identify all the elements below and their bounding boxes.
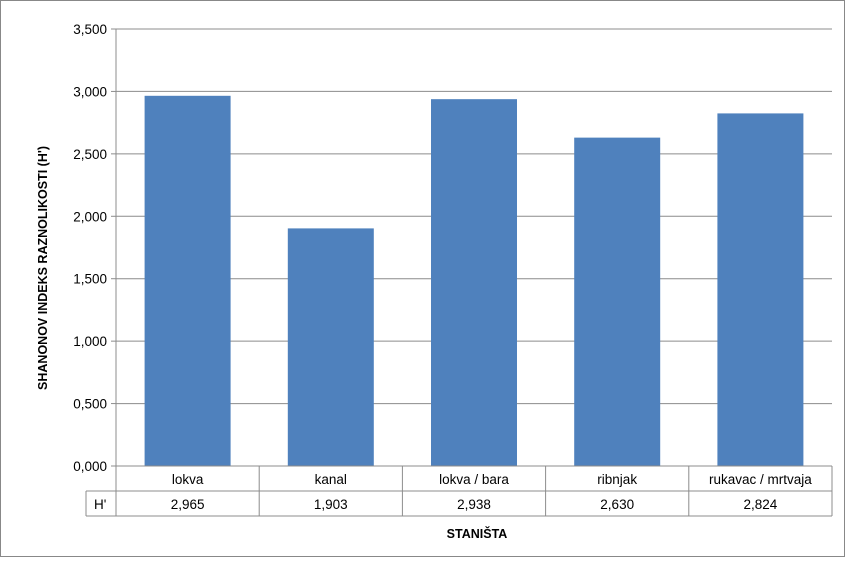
category-label: lokva	[172, 472, 204, 487]
y-tick-label: 1,500	[73, 272, 107, 287]
category-label: lokva / bara	[439, 472, 509, 487]
data-value-label: 2,965	[171, 497, 205, 512]
bar	[287, 228, 374, 466]
data-value-label: 2,938	[457, 497, 491, 512]
y-axis-title: SHANONOV INDEKS RAZNOLIKOSTI (H')	[36, 146, 50, 390]
bar	[574, 137, 661, 466]
y-tick-label: 1,000	[73, 334, 107, 349]
bar	[431, 99, 517, 467]
data-value-label: 2,824	[744, 497, 778, 512]
bar	[144, 95, 231, 466]
category-label: kanal	[315, 472, 347, 487]
category-label: rukavac / mrtvaja	[709, 472, 812, 487]
y-tick-label: 0,500	[73, 397, 107, 412]
y-tick-label: 0,000	[73, 459, 107, 474]
y-tick-label: 3,000	[73, 84, 107, 99]
data-value-label: 2,630	[600, 497, 634, 512]
series-name-label: H'	[94, 497, 106, 512]
bar	[717, 113, 804, 466]
data-value-label: 1,903	[314, 497, 348, 512]
y-tick-label: 3,500	[73, 22, 107, 37]
y-tick-label: 2,000	[73, 209, 107, 224]
x-axis-title: STANIŠTA	[447, 526, 508, 541]
y-tick-label: 2,500	[73, 147, 107, 162]
category-label: ribnjak	[597, 472, 637, 487]
